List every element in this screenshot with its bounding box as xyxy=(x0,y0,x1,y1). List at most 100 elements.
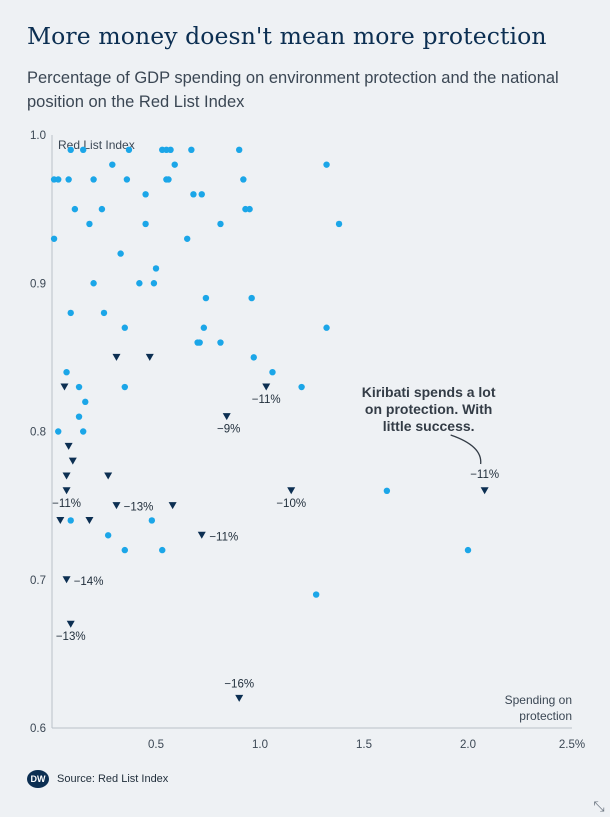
data-point xyxy=(50,235,58,242)
decline-marker xyxy=(64,442,73,450)
data-point xyxy=(165,176,172,183)
data-point xyxy=(188,146,195,154)
decline-marker xyxy=(62,576,71,584)
data-point xyxy=(167,146,174,154)
data-point xyxy=(383,487,391,494)
data-point xyxy=(464,546,472,554)
data-point xyxy=(86,220,93,228)
data-point xyxy=(248,294,255,302)
data-point xyxy=(63,369,70,376)
data-point xyxy=(67,146,74,154)
dw-logo: DW xyxy=(27,770,49,788)
data-point xyxy=(98,205,106,213)
x-tick-label: 1.0 xyxy=(252,739,268,751)
data-point xyxy=(75,413,83,420)
data-point xyxy=(90,280,97,287)
y-tick-label: 0.7 xyxy=(30,575,46,587)
data-point xyxy=(67,517,74,524)
decline-marker xyxy=(60,383,69,391)
y-tick-label: 0.6 xyxy=(30,723,46,735)
data-point xyxy=(217,220,224,228)
decline-marker xyxy=(104,472,113,480)
data-point xyxy=(148,517,156,524)
data-point xyxy=(236,146,243,154)
data-point xyxy=(269,369,276,376)
annotation-text: on protection. With xyxy=(365,401,492,417)
data-point xyxy=(117,250,124,257)
y-tick-label: 1.0 xyxy=(30,130,46,142)
data-point xyxy=(71,205,79,213)
decline-marker xyxy=(66,620,75,628)
data-point xyxy=(121,546,128,554)
decline-marker xyxy=(56,516,65,524)
decline-label: −14% xyxy=(74,576,104,588)
x-tick-label: 2.5% xyxy=(559,739,585,751)
decline-marker xyxy=(112,353,121,361)
decline-marker xyxy=(168,502,177,510)
data-point xyxy=(121,383,128,391)
data-point xyxy=(142,220,149,228)
decline-marker xyxy=(62,487,71,495)
data-point xyxy=(123,176,131,183)
decline-label: −13% xyxy=(56,631,86,643)
annotation-leader-line xyxy=(450,434,482,465)
data-point xyxy=(298,383,305,391)
decline-label: −11% xyxy=(252,394,281,406)
data-point xyxy=(246,205,253,213)
data-point xyxy=(200,324,208,331)
decline-label: −16% xyxy=(224,678,254,690)
data-point xyxy=(125,146,133,154)
data-point xyxy=(75,383,83,391)
decline-marker xyxy=(287,487,296,495)
data-point xyxy=(100,309,108,317)
x-tick-label: 1.5 xyxy=(356,739,372,751)
data-point xyxy=(190,191,197,198)
expand-icon[interactable]: ⤡ xyxy=(593,798,605,814)
footer: DW Source: Red List Index xyxy=(27,770,168,788)
data-point xyxy=(55,428,62,435)
data-point xyxy=(323,324,330,331)
x-axis-title-line2: protection xyxy=(519,709,572,723)
decline-marker xyxy=(262,383,271,391)
data-point xyxy=(152,265,160,272)
data-point xyxy=(150,280,158,287)
decline-marker xyxy=(197,531,206,539)
source-label: Source: xyxy=(57,773,95,785)
data-point xyxy=(82,398,89,406)
decline-label: −11% xyxy=(470,469,499,481)
data-point xyxy=(159,546,166,554)
annotation-text: Kiribati spends a lot xyxy=(362,384,496,400)
chart-title: More money doesn't mean more protection xyxy=(27,22,547,50)
data-point xyxy=(55,176,62,183)
decline-label: −11% xyxy=(209,531,238,543)
y-axis-title: Red List Index xyxy=(58,138,135,152)
decline-label: −11% xyxy=(52,498,81,510)
decline-label: −9% xyxy=(217,424,240,436)
decline-marker xyxy=(62,472,71,480)
y-tick-label: 0.8 xyxy=(30,427,46,439)
decline-marker xyxy=(480,487,489,495)
source-name: Red List Index xyxy=(97,773,169,785)
decline-marker xyxy=(145,353,154,361)
decline-marker xyxy=(68,457,77,465)
y-tick-label: 0.9 xyxy=(30,278,46,290)
data-point xyxy=(104,532,112,539)
decline-marker xyxy=(85,516,94,524)
decline-marker xyxy=(112,502,121,510)
data-point xyxy=(171,161,178,168)
data-point xyxy=(136,280,143,287)
x-axis-title-line1: Spending on xyxy=(505,693,572,707)
decline-label: −10% xyxy=(276,498,306,510)
data-point xyxy=(312,591,320,598)
data-point xyxy=(250,354,257,361)
data-point xyxy=(80,146,87,154)
data-point xyxy=(323,161,330,168)
data-point xyxy=(202,294,210,302)
data-point xyxy=(67,309,74,317)
decline-marker xyxy=(222,413,231,421)
decline-marker xyxy=(235,694,244,702)
data-point xyxy=(198,191,205,198)
data-point xyxy=(90,176,97,183)
x-tick-label: 2.0 xyxy=(460,739,476,751)
data-point xyxy=(65,176,72,183)
